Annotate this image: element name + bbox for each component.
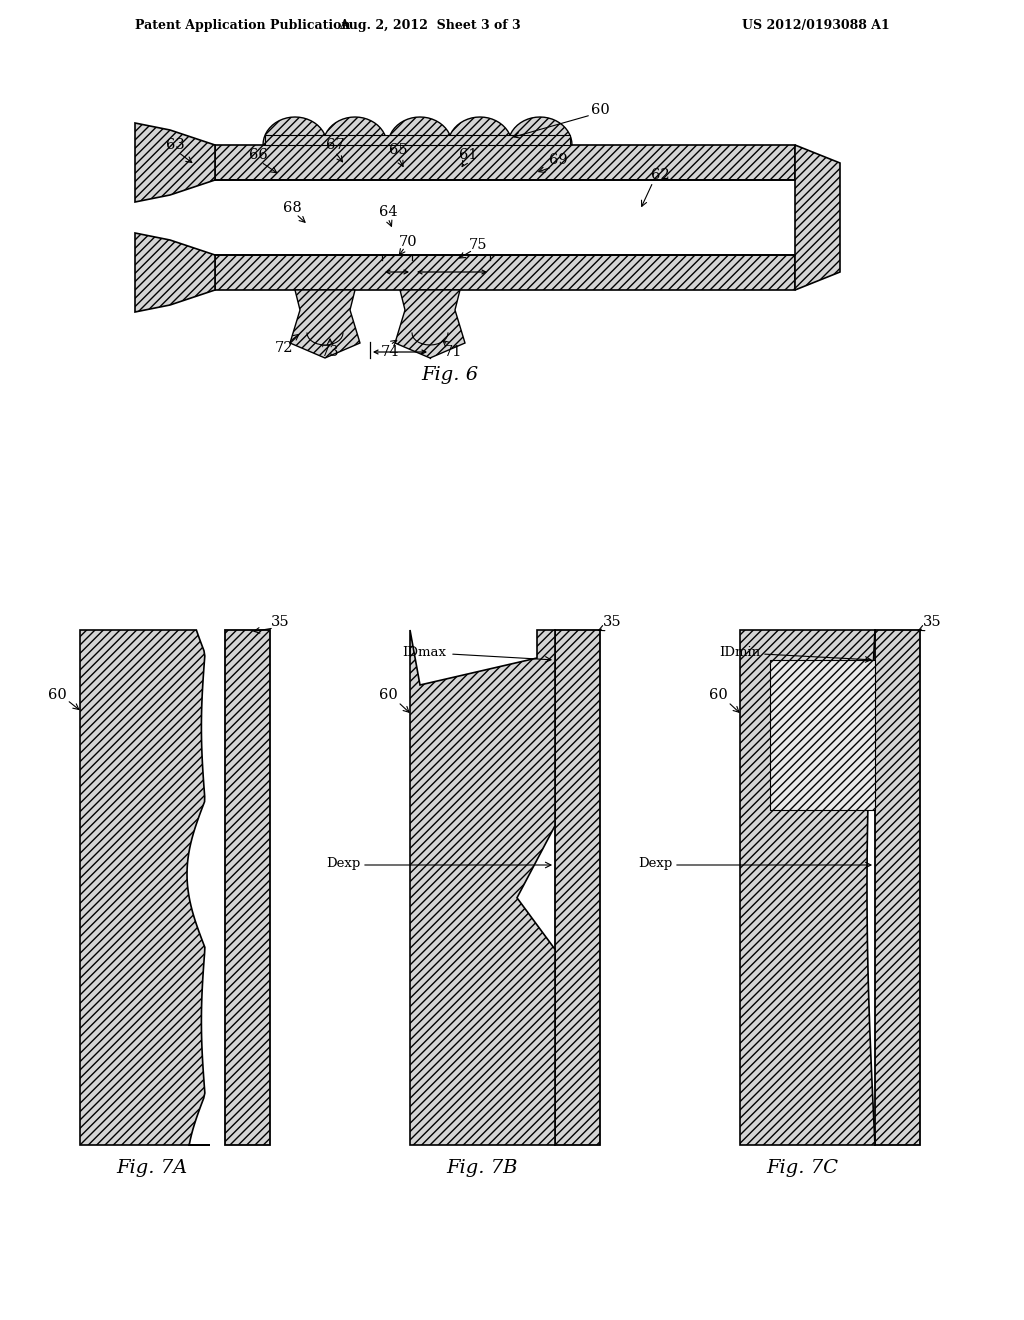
Text: 72: 72 <box>274 341 293 355</box>
Text: 75: 75 <box>469 238 487 252</box>
Text: Dexp: Dexp <box>638 857 672 870</box>
Text: 71: 71 <box>443 345 462 359</box>
Text: Fig. 7B: Fig. 7B <box>446 1159 518 1177</box>
Text: 74: 74 <box>381 345 399 359</box>
Text: 60: 60 <box>48 688 67 702</box>
Text: Aug. 2, 2012  Sheet 3 of 3: Aug. 2, 2012 Sheet 3 of 3 <box>339 18 521 32</box>
Text: 65: 65 <box>389 143 408 157</box>
Text: 61: 61 <box>459 148 477 162</box>
Text: Fig. 6: Fig. 6 <box>422 366 478 384</box>
Text: 63: 63 <box>166 139 184 152</box>
Polygon shape <box>135 234 215 312</box>
Text: 35: 35 <box>923 615 941 630</box>
Polygon shape <box>323 117 387 145</box>
Polygon shape <box>265 135 570 145</box>
Polygon shape <box>388 117 452 145</box>
Text: IDmin: IDmin <box>719 645 760 659</box>
Text: Fig. 7C: Fig. 7C <box>766 1159 838 1177</box>
Text: 70: 70 <box>398 235 418 249</box>
Text: 69: 69 <box>549 153 567 168</box>
Text: Fig. 7A: Fig. 7A <box>117 1159 187 1177</box>
Text: US 2012/0193088 A1: US 2012/0193088 A1 <box>742 18 890 32</box>
Polygon shape <box>410 630 555 1144</box>
Text: 68: 68 <box>283 201 301 215</box>
Text: 73: 73 <box>321 345 339 359</box>
Polygon shape <box>215 145 795 180</box>
Polygon shape <box>135 123 215 202</box>
Polygon shape <box>740 630 874 1144</box>
Polygon shape <box>225 630 270 1144</box>
Polygon shape <box>874 630 920 1144</box>
Text: 60: 60 <box>709 688 727 702</box>
Polygon shape <box>770 660 874 810</box>
Polygon shape <box>80 630 210 1144</box>
Polygon shape <box>795 145 840 290</box>
Text: 60: 60 <box>379 688 397 702</box>
Text: 67: 67 <box>326 139 344 152</box>
Polygon shape <box>215 255 795 290</box>
Text: 35: 35 <box>270 615 290 630</box>
Text: 60: 60 <box>591 103 609 117</box>
Text: IDmax: IDmax <box>402 645 446 659</box>
Text: 62: 62 <box>650 168 670 182</box>
Polygon shape <box>508 117 572 145</box>
Polygon shape <box>395 290 465 358</box>
Text: Dexp: Dexp <box>326 857 360 870</box>
Text: 66: 66 <box>249 148 267 162</box>
Text: 64: 64 <box>379 205 397 219</box>
Polygon shape <box>555 630 600 1144</box>
Polygon shape <box>449 117 512 145</box>
Polygon shape <box>290 290 360 358</box>
Text: 35: 35 <box>603 615 622 630</box>
Polygon shape <box>263 117 327 145</box>
Text: Patent Application Publication: Patent Application Publication <box>135 18 350 32</box>
